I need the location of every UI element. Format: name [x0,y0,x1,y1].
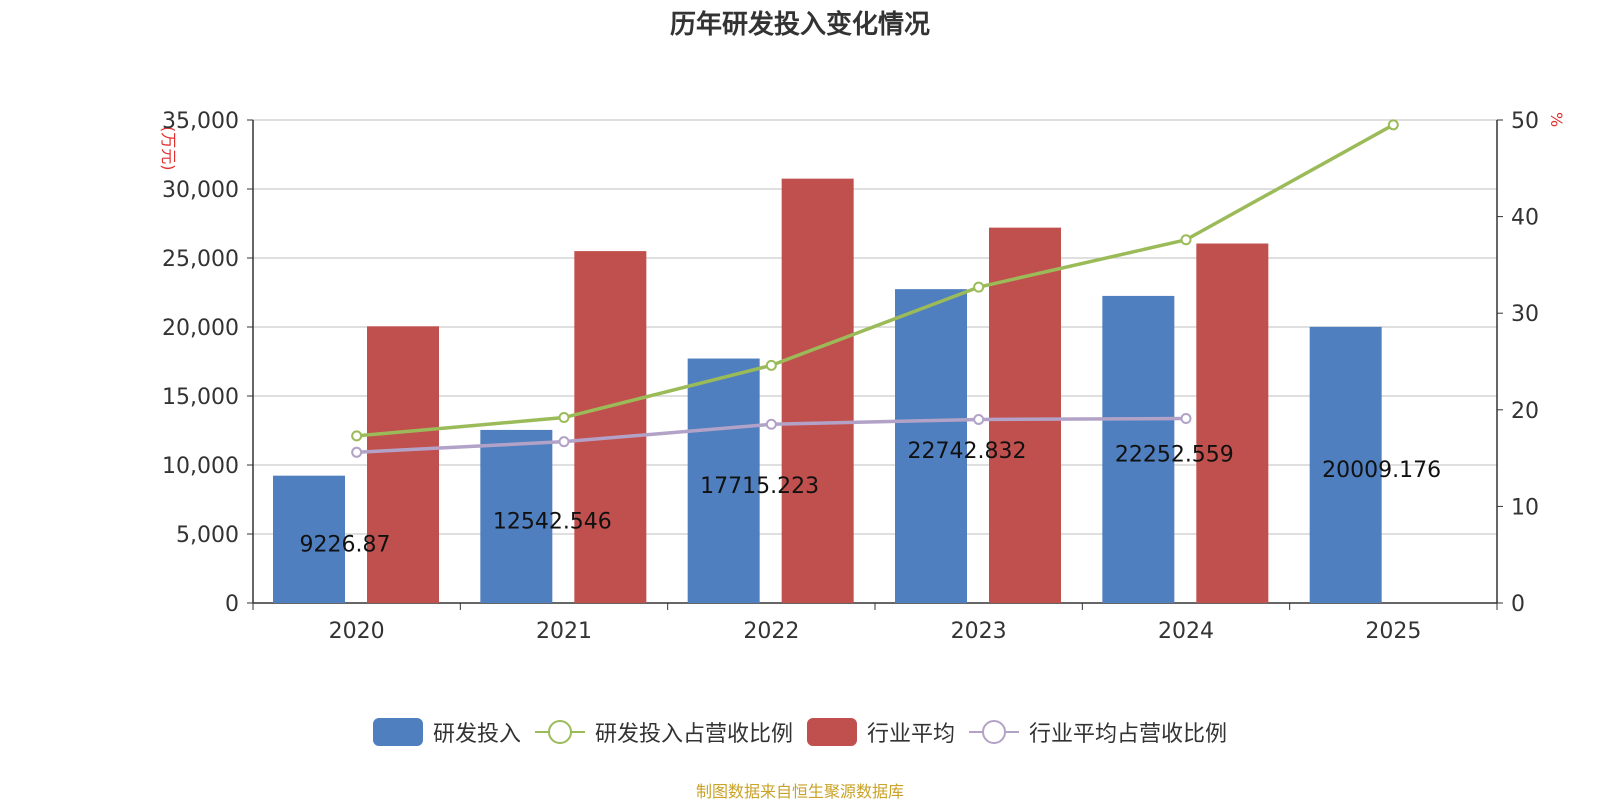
legend-item-rd-ratio[interactable]: 研发投入占营收比例 [534,716,793,748]
legend-label-industry-average: 行业平均 [867,722,956,747]
point-industry-ratio [1180,412,1192,424]
bar-industry-average [781,178,854,603]
y-right-tick-label: 10 [1511,495,1539,520]
legend-swatch-industry-ratio [969,718,1020,746]
y-left-tick-label: 20,000 [162,316,239,341]
y-right-tick-label: 30 [1511,302,1539,327]
y-right-tick-label: 40 [1511,206,1539,231]
point-rd-ratio [765,359,777,371]
y-left-tick-label: 25,000 [162,247,239,272]
data-label-rd-investment: 22252.559 [1115,442,1234,467]
data-source-note: 制图数据来自恒生聚源数据库 [695,782,904,801]
chart-title: 历年研发投入变化情况 [669,10,930,40]
point-rd-ratio [1387,119,1399,131]
data-label-rd-investment: 22742.832 [908,439,1027,464]
bar-rd-investment [273,475,345,603]
bar-industry-average [989,227,1061,603]
y-right-tick-label: 0 [1511,592,1525,617]
point-rd-ratio [973,281,985,293]
point-rd-ratio [558,412,570,424]
y-left-tick-label: 30,000 [162,178,239,203]
line-rd-ratio [356,123,1395,438]
legend-swatch-industry-average [807,718,857,746]
bar-industry-average [1196,243,1269,603]
bar-rd-investment [480,429,553,603]
x-tick-label: 2021 [536,619,592,644]
data-label-rd-investment: 9226.87 [300,532,391,557]
point-industry-ratio [558,436,570,448]
y-left-tick-label: 15,000 [162,385,239,410]
x-tick-label: 2023 [951,619,1007,644]
bar-rd-investment [895,289,967,603]
y-left-tick-label: 5,000 [176,523,239,548]
point-industry-ratio [351,446,363,458]
legend-item-industry-ratio[interactable]: 行业平均占营收比例 [969,716,1227,748]
x-tick-label: 2024 [1158,619,1214,644]
legend-swatch-rd-ratio [534,718,585,746]
y-left-tick-label: 10,000 [162,454,239,479]
point-rd-ratio [1180,234,1192,246]
data-label-rd-investment: 17715.223 [700,474,819,499]
data-label-rd-investment: 12542.546 [493,509,612,534]
bar-rd-investment [687,358,760,603]
y-left-tick-label: 35,000 [162,109,239,134]
legend-item-rd-investment[interactable]: 研发投入 [372,716,521,748]
bar-industry-average [574,251,647,603]
x-tick-label: 2020 [329,619,385,644]
bar-rd-investment [1102,295,1175,603]
point-industry-ratio [973,413,985,425]
bar-industry-average [367,326,439,603]
legend-label-rd-ratio: 研发投入占营收比例 [594,722,793,747]
point-industry-ratio [765,418,777,430]
legend-label-rd-investment: 研发投入 [432,722,521,747]
x-tick-label: 2022 [743,619,799,644]
bar-rd-investment [1309,326,1382,603]
legend-label-industry-ratio: 行业平均占营收比例 [1029,722,1228,747]
legend: 研发投入 研发投入占营收比例 行业平均 行业平均占营收比例 [0,716,1600,748]
y-left-tick-label: 0 [225,592,239,617]
data-label-rd-investment: 20009.176 [1322,458,1441,483]
y-right-tick-label: 50 [1511,109,1539,134]
point-rd-ratio [351,430,363,442]
y-right-tick-label: 20 [1511,399,1539,424]
legend-swatch-rd-investment [372,718,423,746]
legend-item-industry-average[interactable]: 行业平均 [807,716,955,748]
x-tick-label: 2025 [1365,619,1421,644]
